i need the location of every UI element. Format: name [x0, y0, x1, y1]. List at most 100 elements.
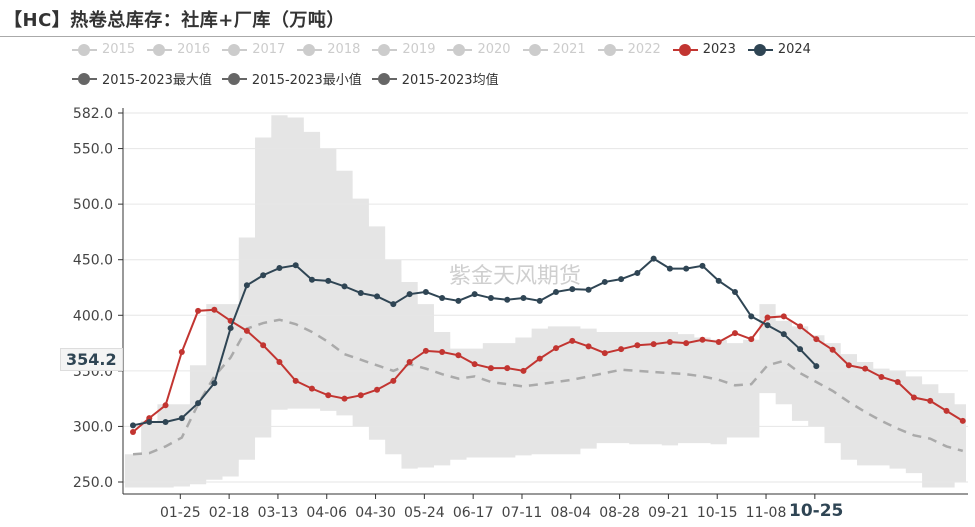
point-2024[interactable]: [536, 297, 543, 304]
point-2023[interactable]: [634, 342, 641, 349]
point-2023[interactable]: [959, 417, 966, 424]
point-2024[interactable]: [455, 297, 462, 304]
point-2024[interactable]: [601, 278, 608, 285]
legend-item-2018[interactable]: 2018: [297, 42, 360, 57]
point-2023[interactable]: [325, 392, 332, 399]
point-2023[interactable]: [130, 428, 136, 435]
point-2024[interactable]: [390, 301, 397, 308]
legend-item-2015-2023均值[interactable]: 2015-2023均值: [371, 69, 499, 88]
point-2024[interactable]: [260, 272, 267, 279]
point-2024[interactable]: [243, 282, 250, 289]
point-2023[interactable]: [585, 343, 592, 350]
point-2024[interactable]: [585, 286, 592, 293]
point-2023[interactable]: [374, 386, 381, 393]
point-2024[interactable]: [666, 265, 673, 272]
point-2024[interactable]: [211, 380, 218, 387]
point-2023[interactable]: [764, 314, 771, 321]
point-2023[interactable]: [292, 377, 299, 384]
legend-item-2024[interactable]: 2024: [747, 42, 811, 57]
point-2024[interactable]: [699, 262, 706, 269]
point-2023[interactable]: [943, 407, 950, 414]
point-2023[interactable]: [520, 367, 527, 374]
point-2023[interactable]: [894, 378, 901, 385]
point-2023[interactable]: [666, 338, 673, 345]
legend-item-2019[interactable]: 2019: [372, 42, 435, 57]
point-2024[interactable]: [569, 286, 576, 293]
point-2023[interactable]: [276, 358, 283, 365]
point-2024[interactable]: [341, 283, 348, 290]
point-2024[interactable]: [731, 288, 738, 295]
point-2023[interactable]: [780, 313, 787, 320]
point-2024[interactable]: [227, 325, 234, 332]
legend-item-2015[interactable]: 2015: [72, 42, 135, 57]
point-2024[interactable]: [374, 293, 381, 300]
point-2023[interactable]: [731, 330, 738, 337]
point-2024[interactable]: [683, 265, 690, 272]
point-2023[interactable]: [341, 395, 348, 402]
point-2024[interactable]: [487, 295, 494, 302]
point-2024[interactable]: [504, 296, 511, 303]
point-2023[interactable]: [829, 346, 836, 353]
point-2024[interactable]: [553, 288, 560, 295]
point-2023[interactable]: [195, 307, 202, 314]
point-2023[interactable]: [797, 323, 804, 330]
point-2023[interactable]: [618, 346, 625, 353]
point-2024[interactable]: [813, 363, 820, 370]
point-2023[interactable]: [439, 348, 446, 355]
point-2024[interactable]: [276, 265, 283, 272]
point-2024[interactable]: [618, 276, 625, 283]
point-2024[interactable]: [292, 262, 299, 269]
point-2023[interactable]: [357, 392, 364, 399]
point-2024[interactable]: [650, 255, 657, 262]
point-2023[interactable]: [910, 394, 917, 401]
point-2023[interactable]: [601, 350, 608, 357]
point-2023[interactable]: [308, 385, 315, 392]
point-2024[interactable]: [308, 276, 315, 283]
point-2023[interactable]: [390, 377, 397, 384]
point-2023[interactable]: [650, 341, 657, 348]
point-2023[interactable]: [878, 373, 885, 380]
point-2024[interactable]: [797, 346, 804, 353]
point-2024[interactable]: [764, 322, 771, 329]
point-2024[interactable]: [406, 291, 413, 298]
point-2024[interactable]: [162, 418, 169, 425]
point-2023[interactable]: [406, 358, 413, 365]
point-2024[interactable]: [130, 422, 136, 429]
point-2023[interactable]: [455, 352, 462, 359]
point-2024[interactable]: [715, 277, 722, 284]
point-2024[interactable]: [471, 291, 478, 298]
point-2023[interactable]: [715, 338, 722, 345]
point-2023[interactable]: [211, 306, 218, 313]
point-2024[interactable]: [748, 313, 755, 320]
legend-item-2016[interactable]: 2016: [147, 42, 210, 57]
legend-item-2020[interactable]: 2020: [447, 42, 511, 57]
legend-item-2023[interactable]: 2023: [672, 42, 736, 57]
point-2023[interactable]: [683, 340, 690, 347]
point-2024[interactable]: [520, 295, 527, 302]
point-2023[interactable]: [260, 342, 267, 349]
point-2023[interactable]: [487, 365, 494, 372]
point-2024[interactable]: [780, 331, 787, 338]
point-2023[interactable]: [553, 345, 560, 352]
point-2023[interactable]: [178, 348, 185, 355]
point-2024[interactable]: [146, 418, 153, 425]
legend-item-2021[interactable]: 2021: [522, 42, 586, 57]
point-2023[interactable]: [162, 402, 169, 409]
point-2023[interactable]: [422, 347, 429, 354]
point-2024[interactable]: [439, 295, 446, 302]
point-2023[interactable]: [845, 362, 852, 369]
legend-item-2022[interactable]: 2022: [597, 42, 661, 57]
point-2023[interactable]: [862, 365, 869, 372]
point-2024[interactable]: [195, 400, 202, 407]
point-2023[interactable]: [813, 336, 820, 343]
point-2023[interactable]: [699, 336, 706, 343]
point-2023[interactable]: [536, 355, 543, 362]
point-2023[interactable]: [927, 397, 934, 404]
point-2023[interactable]: [471, 361, 478, 368]
point-2024[interactable]: [357, 290, 364, 297]
legend-item-2015-2023最大值[interactable]: 2015-2023最大值: [72, 69, 212, 88]
point-2023[interactable]: [748, 336, 755, 343]
legend-item-2017[interactable]: 2017: [222, 42, 285, 57]
point-2023[interactable]: [504, 365, 511, 372]
point-2024[interactable]: [178, 415, 185, 422]
